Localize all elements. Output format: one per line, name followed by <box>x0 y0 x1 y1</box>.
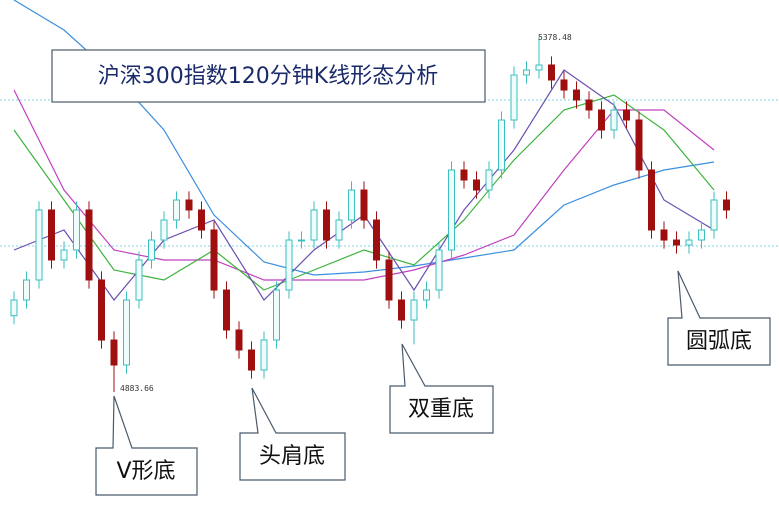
candle-body <box>298 239 305 242</box>
candle-body <box>723 199 730 211</box>
candle-body <box>348 189 355 221</box>
candle-body <box>235 329 243 351</box>
candle-body <box>260 339 268 371</box>
candle-body <box>10 299 18 317</box>
candle-body <box>410 299 418 321</box>
candle-body <box>610 109 618 131</box>
candle-body <box>273 289 280 341</box>
candle-body <box>285 239 293 291</box>
candle-body <box>160 219 168 241</box>
annotation: V形底 <box>116 459 175 484</box>
candle-body <box>373 219 380 261</box>
candle-body <box>135 259 143 301</box>
candle-body <box>48 209 55 261</box>
annotation: 双重底 <box>408 397 474 422</box>
candle-body <box>573 89 580 101</box>
callout <box>95 395 198 496</box>
candle-body <box>435 249 443 291</box>
candle-body <box>648 169 655 231</box>
candle-body <box>448 169 455 251</box>
price-label: 4883.66 <box>120 384 154 393</box>
candle-body <box>210 229 218 291</box>
candle-body <box>248 349 255 371</box>
candle-body <box>535 64 543 71</box>
candle-body <box>623 109 630 121</box>
candle-body <box>335 219 343 241</box>
candle-body <box>485 169 493 191</box>
candle-body <box>360 189 368 221</box>
moving-average-line <box>13 89 715 281</box>
candle-body <box>173 199 180 221</box>
title-box <box>51 49 486 103</box>
plot <box>10 0 730 392</box>
candle-body <box>585 99 593 111</box>
moving-average-line <box>13 94 715 291</box>
moving-average-line <box>13 0 715 276</box>
candle-body <box>385 259 393 301</box>
candle-body <box>23 279 30 301</box>
candle-body <box>185 199 193 211</box>
candle-body <box>560 79 568 91</box>
callout <box>667 270 771 366</box>
candle-body <box>698 229 705 241</box>
candle-body <box>635 119 643 171</box>
candle-body <box>123 299 130 366</box>
candle-body <box>548 64 555 81</box>
candle-body <box>148 239 155 261</box>
candle-body <box>98 279 105 341</box>
chart-title: 沪深300指数120分钟K线形态分析 <box>98 64 438 89</box>
candle-body <box>523 69 530 76</box>
annotation: 圆弧底 <box>686 329 752 354</box>
candle-body <box>510 74 518 121</box>
candle-body <box>473 179 480 191</box>
candle-body <box>423 289 430 301</box>
candle-body <box>460 169 468 181</box>
candle-body <box>673 239 680 246</box>
candle-body <box>660 229 668 241</box>
candle-body <box>498 119 505 171</box>
candle-body <box>323 209 330 241</box>
annotation: 头肩底 <box>259 444 325 469</box>
candle-body <box>710 199 718 231</box>
callout <box>389 343 494 434</box>
price-label: 5378.48 <box>538 33 572 42</box>
candle-body <box>198 209 205 231</box>
callout <box>239 387 346 481</box>
candle-body <box>85 209 93 281</box>
candle-body <box>398 299 405 321</box>
candle-body <box>60 249 68 261</box>
candle-body <box>110 339 118 366</box>
candle-body <box>685 239 693 246</box>
candle-body <box>598 109 605 131</box>
candle-body <box>73 209 80 251</box>
candle-body <box>223 289 230 331</box>
candle-body <box>310 209 318 241</box>
candle-body <box>35 209 43 281</box>
